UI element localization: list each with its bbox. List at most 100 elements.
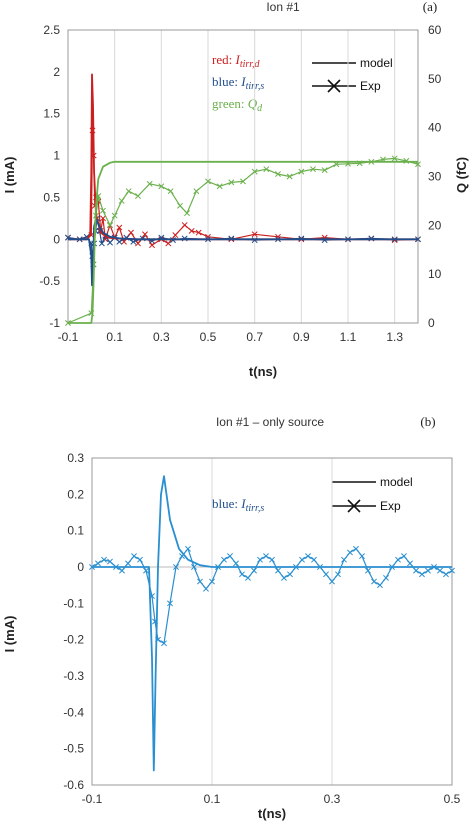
series-blue-exp-point bbox=[131, 553, 137, 560]
y-tick-label: 1 bbox=[53, 149, 60, 163]
series-blue-exp-point bbox=[323, 571, 329, 578]
y-tick-label: 2 bbox=[53, 65, 60, 79]
series-green-exp-point bbox=[216, 183, 223, 190]
panel-a-ylabel: I (mA) bbox=[2, 157, 17, 194]
series-blue-exp-point bbox=[119, 567, 125, 574]
series-blue-exp-point bbox=[239, 571, 245, 578]
legend-model-label: model bbox=[360, 56, 393, 70]
y-tick-label: 0.3 bbox=[67, 451, 84, 465]
x-tick-label: 0.3 bbox=[153, 330, 170, 344]
panel-a-annotation-green: green: Qd bbox=[212, 96, 263, 114]
series-blue-exp-point bbox=[116, 238, 123, 245]
panel-b-annotation-blue: blue: Itirr,s bbox=[212, 496, 264, 514]
panel-b-plot: -0.1 0.1 0.3 0.5 0.3 0.2 0.1 0 -0.1 -0.2 -0.3 -0.4 -… bbox=[63, 451, 460, 806]
series-blue-exp-point bbox=[347, 549, 353, 556]
y2-tick-label: 30 bbox=[428, 170, 442, 184]
y-tick-label: 1.5 bbox=[43, 107, 60, 121]
series-blue-exp-point bbox=[143, 567, 149, 574]
series-blue-exp-point bbox=[95, 560, 101, 567]
legend-model-label: model bbox=[380, 475, 413, 489]
series-blue-exp-point bbox=[101, 556, 107, 563]
series-blue-exp-point bbox=[401, 553, 407, 560]
series-red-exp-point bbox=[165, 240, 172, 247]
series-blue-exp-point bbox=[329, 578, 335, 585]
x-tick-label: 0.1 bbox=[204, 792, 221, 806]
series-blue-exp-point bbox=[137, 556, 143, 563]
panel-a-legend: model Exp bbox=[312, 56, 393, 93]
x-tick-label: -0.1 bbox=[82, 792, 103, 806]
series-blue-exp-point bbox=[185, 545, 191, 552]
series-green-exp-point bbox=[184, 210, 190, 217]
series-blue-exp-point bbox=[419, 571, 425, 578]
y2-tick-label: 10 bbox=[428, 267, 442, 281]
series-green-exp-point bbox=[205, 178, 211, 185]
series-red-exp-point bbox=[181, 222, 188, 229]
series-red-exp-line bbox=[67, 129, 419, 246]
series-green-exp-point bbox=[251, 168, 258, 175]
series-red-exp-point bbox=[135, 240, 141, 247]
series-red-exp-point bbox=[251, 231, 258, 238]
panel-a-title: Ion #1 bbox=[266, 0, 300, 14]
series-blue-exp-point bbox=[425, 567, 431, 574]
panel-b-title: Ion #1 – only source bbox=[216, 415, 324, 429]
series-green-exp-point bbox=[167, 188, 174, 195]
series-blue-exp-point bbox=[383, 574, 389, 581]
x-tick-label: 1.3 bbox=[386, 330, 403, 344]
series-blue-exp-point bbox=[371, 578, 377, 585]
series-blue-exp-point bbox=[263, 553, 269, 560]
panel-a-y2label: Q (fC) bbox=[454, 157, 469, 193]
x-tick-label: 0.7 bbox=[246, 330, 263, 344]
series-red-exp-point bbox=[142, 231, 148, 238]
panel-b-ylabel: I (mA) bbox=[2, 616, 17, 653]
y-tick-label: -1 bbox=[49, 316, 60, 330]
series-green-exp-point bbox=[125, 188, 132, 195]
series-red-exp-point bbox=[188, 227, 195, 234]
series-green-exp-line bbox=[67, 157, 419, 324]
series-green-model-line bbox=[68, 160, 418, 324]
series-blue-exp-point bbox=[305, 553, 311, 560]
y-tick-label: -0.4 bbox=[63, 705, 84, 719]
series-blue-exp-point bbox=[407, 560, 413, 567]
y-tick-label: 0 bbox=[53, 232, 60, 246]
plot-frame bbox=[91, 457, 453, 786]
series-green-exp-point bbox=[263, 166, 270, 173]
series-blue-exp-point bbox=[299, 556, 305, 563]
series-blue-exp-line bbox=[67, 217, 418, 265]
series-blue-model-line bbox=[92, 475, 452, 772]
y2-tick-label: 40 bbox=[428, 121, 442, 135]
series-blue-exp-point bbox=[395, 556, 401, 563]
panel-b-label: (b) bbox=[420, 414, 435, 429]
series-blue-exp-point bbox=[203, 585, 209, 592]
series-blue-exp-point bbox=[167, 600, 173, 607]
panel-a-annotation-blue: blue: Itirr,s bbox=[212, 74, 264, 92]
y-tick-label: 0.1 bbox=[67, 524, 84, 538]
series-blue-exp-point bbox=[251, 567, 257, 574]
y-tick-label: -0.5 bbox=[63, 742, 84, 756]
series-blue-exp-point bbox=[161, 640, 167, 647]
y-tick-label: -0.2 bbox=[63, 633, 84, 647]
series-red-exp-point bbox=[116, 224, 123, 231]
x-tick-label: -0.1 bbox=[58, 330, 79, 344]
series-blue-exp-point bbox=[197, 578, 203, 585]
series-blue-exp-point bbox=[107, 558, 113, 565]
y2-tick-label: 0 bbox=[428, 316, 435, 330]
series-red-exp-point bbox=[100, 215, 106, 222]
series-blue-exp-point bbox=[449, 567, 455, 574]
panel-a-plot: -0.1 0.1 0.3 0.5 0.7 0.9 1.1 1.3 2.5 2 1.5 1 0.5 0 -0.… bbox=[39, 23, 441, 344]
y2-tick-label: 50 bbox=[428, 72, 442, 86]
legend-exp-marker bbox=[327, 79, 341, 93]
series-blue-exp-point bbox=[257, 556, 263, 563]
series-blue-exp-point bbox=[191, 564, 197, 570]
series-blue-exp-point bbox=[233, 560, 239, 567]
series-green-exp-point bbox=[118, 197, 125, 204]
x-tick-label: 0.9 bbox=[293, 330, 310, 344]
series-blue-exp-point bbox=[209, 578, 215, 585]
series-blue-exp-point bbox=[98, 240, 105, 247]
panel-a-annotation-red: red: Itirr,d bbox=[212, 52, 261, 70]
series-blue-exp-point bbox=[221, 556, 227, 563]
series-blue-exp-point bbox=[311, 556, 317, 563]
legend-exp-label: Exp bbox=[380, 499, 401, 513]
x-tick-label: 0.3 bbox=[324, 792, 341, 806]
y-tick-label: -0.5 bbox=[39, 274, 60, 288]
